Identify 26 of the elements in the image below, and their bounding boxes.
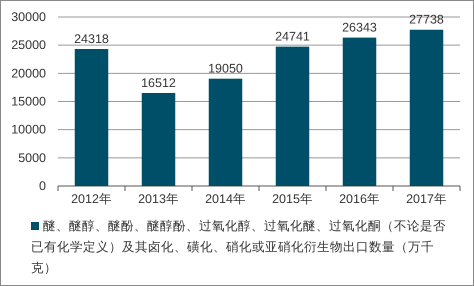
y-tick-label: 15000 (11, 94, 46, 108)
x-tick-label: 2016年 (339, 192, 380, 206)
y-tick-label: 30000 (11, 10, 46, 24)
y-tick-label: 5000 (18, 150, 46, 165)
legend-label: 醚、醚醇、醚酚、醚醇酚、过氧化醇、过氧化醚、过氧化酮（不论是否已有化学定义）及其卤化、磺化、硝化或亚硝化衍生物出口数量（万千克） (31, 218, 446, 275)
data-label: 19050 (208, 62, 243, 76)
data-label: 16512 (141, 76, 176, 90)
x-tick-label: 2013年 (138, 192, 179, 206)
data-label: 24318 (74, 32, 109, 46)
bar (142, 92, 176, 186)
x-tick-label: 2012年 (71, 192, 112, 206)
bar (342, 38, 376, 186)
y-tick-label: 0 (39, 179, 46, 193)
x-tick-label: 2015年 (272, 192, 313, 206)
x-tick-label: 2014年 (205, 192, 246, 206)
bar (276, 46, 310, 186)
x-tick-label: 2017年 (406, 192, 447, 206)
data-label: 27738 (409, 12, 444, 27)
y-tick-label: 20000 (11, 66, 46, 80)
data-label: 26343 (342, 20, 377, 35)
y-tick-label: 10000 (11, 122, 46, 137)
bar (410, 30, 444, 186)
bar (208, 78, 242, 186)
bar (74, 49, 108, 186)
data-label: 24741 (275, 30, 310, 44)
y-tick-label: 25000 (11, 38, 46, 52)
